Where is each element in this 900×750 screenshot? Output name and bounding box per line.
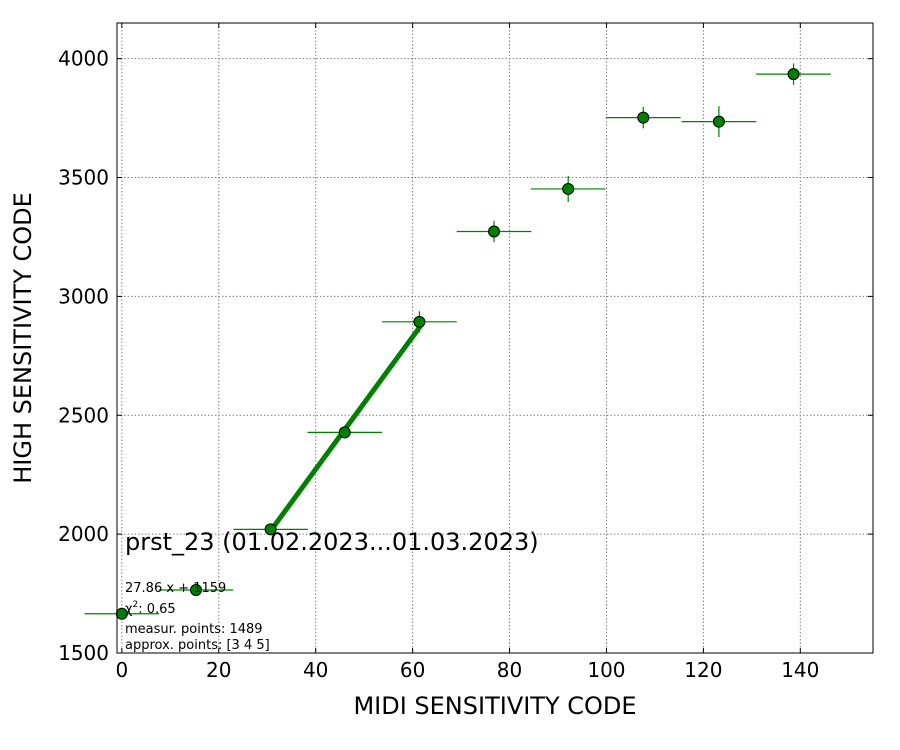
x-tick-label: 100 <box>587 658 625 682</box>
data-point <box>264 523 277 536</box>
x-tick-label: 140 <box>781 658 819 682</box>
axis-ticks: 0 20 40 60 80 100 120 140 1500 2000 2500 3000 3500 40… <box>58 23 873 682</box>
plot-background <box>117 23 873 653</box>
data-point <box>115 607 128 620</box>
y-tick-label: 1500 <box>58 641 109 665</box>
data-point <box>338 426 351 439</box>
y-tick-label: 2000 <box>58 522 109 546</box>
data-point <box>637 111 650 124</box>
annotation-equation: 27.86 x + 1159 <box>125 581 226 596</box>
x-tick-label: 20 <box>206 658 231 682</box>
annotation-chi2: χ2: 0.65 <box>125 600 176 617</box>
data-point <box>488 225 501 238</box>
x-tick-label: 40 <box>303 658 328 682</box>
x-tick-label: 120 <box>684 658 722 682</box>
annotation-approx-points: approx. points: [3 4 5] <box>125 638 270 653</box>
data-point <box>787 68 800 81</box>
y-axis-label: HIGH SENSITIVITY CODE <box>9 192 37 484</box>
plot-frame <box>116 22 874 654</box>
chi2-symbol: χ <box>125 602 133 617</box>
annotation-title: prst_23 (01.02.2023...01.03.2023) <box>125 528 539 556</box>
y-tick-label: 2500 <box>58 403 109 427</box>
y-tick-label: 3000 <box>58 284 109 308</box>
data-point <box>562 182 575 195</box>
x-axis-label: MIDI SENSITIVITY CODE <box>353 692 636 720</box>
chi2-exponent: 2 <box>133 600 139 610</box>
data-points <box>115 68 800 620</box>
grid <box>117 23 873 654</box>
x-tick-label: 0 <box>115 658 128 682</box>
data-point <box>189 584 202 596</box>
data-point <box>712 115 725 128</box>
chi2-value: : 0.65 <box>138 602 175 617</box>
y-tick-label: 4000 <box>58 47 109 71</box>
y-tick-label: 3500 <box>58 166 109 190</box>
annotation-measur-points: measur. points: 1489 <box>125 622 263 637</box>
data-point <box>413 315 426 328</box>
x-tick-label: 80 <box>497 658 522 682</box>
x-tick-label: 60 <box>400 658 425 682</box>
